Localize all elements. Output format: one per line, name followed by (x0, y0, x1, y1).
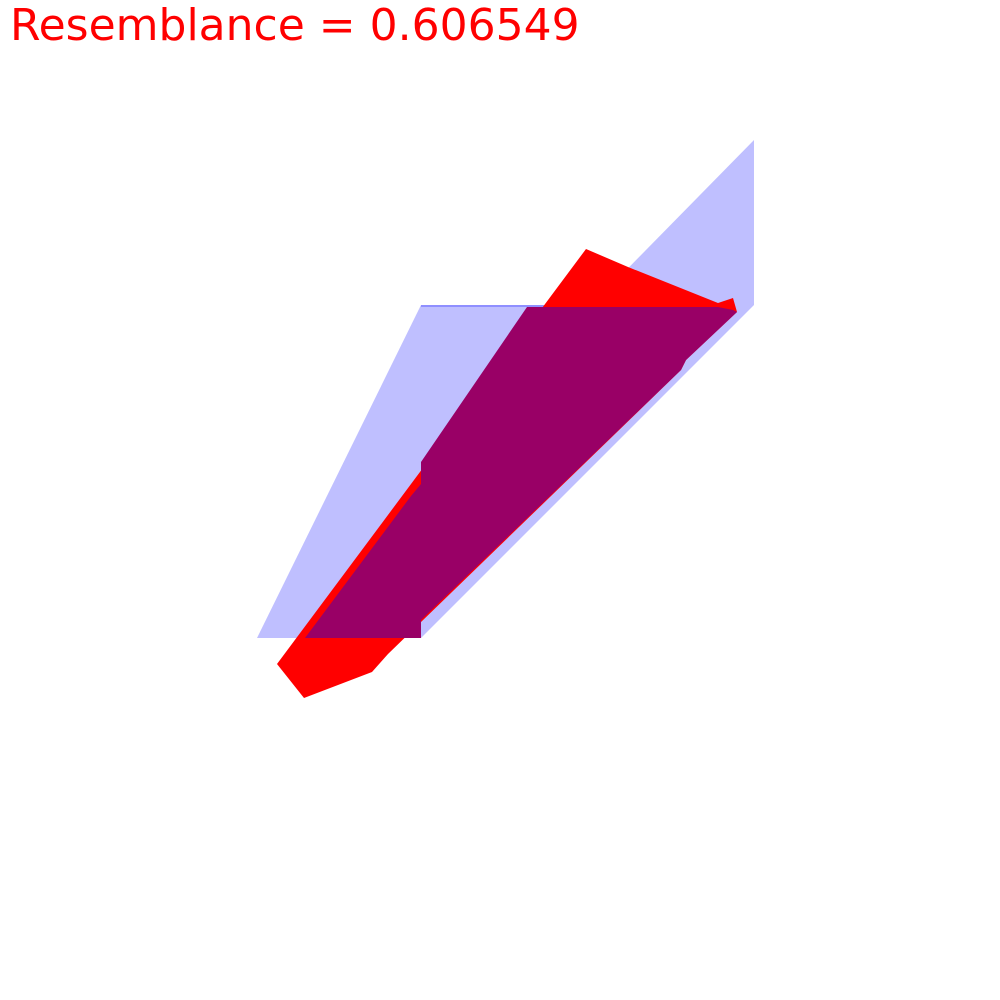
overlap-region (305, 307, 737, 638)
target-triangle-upper (421, 140, 754, 307)
resemblance-score-label: Resemblance = 0.606549 (10, 0, 580, 51)
